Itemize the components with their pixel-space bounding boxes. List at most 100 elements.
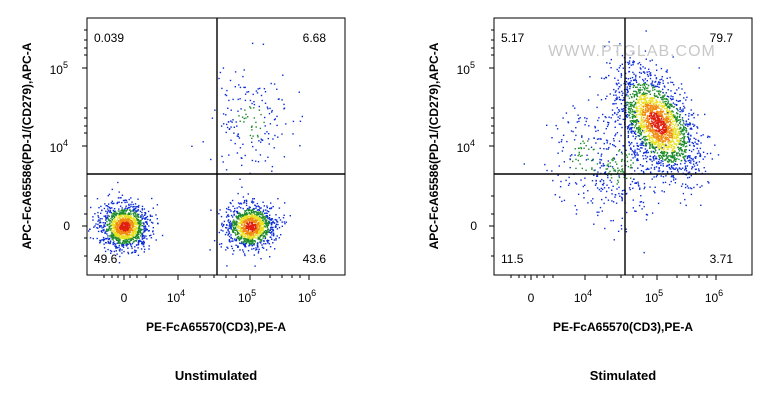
event-dot [244, 241, 246, 243]
event-dot [234, 71, 237, 73]
event-dot [653, 86, 655, 88]
event-dot [145, 227, 147, 230]
event-dot [210, 209, 212, 211]
event-dot [657, 147, 659, 149]
event-dot [132, 241, 134, 243]
event-dot [128, 230, 130, 232]
event-dot [244, 109, 246, 111]
event-dot [658, 154, 661, 157]
event-dot [97, 230, 100, 233]
event-dot [124, 233, 126, 235]
event-dot [137, 216, 139, 218]
event-dot [664, 104, 666, 107]
event-dot [269, 246, 272, 248]
event-dot [658, 158, 660, 161]
event-dot [666, 115, 668, 118]
event-dot [258, 237, 260, 239]
event-dot [608, 187, 610, 189]
event-dot [631, 76, 634, 79]
event-dot [137, 233, 139, 235]
event-dot [248, 242, 250, 244]
event-dot [117, 181, 119, 184]
event-dot [242, 218, 245, 220]
event-dot [678, 140, 681, 143]
event-dot [119, 216, 121, 218]
event-dot [617, 167, 619, 169]
event-dot [643, 124, 645, 126]
event-dot [655, 146, 658, 148]
event-dot [244, 233, 246, 235]
event-dot [653, 119, 655, 121]
event-dot [257, 237, 260, 239]
event-dot [235, 215, 238, 217]
event-dot [659, 101, 661, 104]
event-dot [141, 205, 144, 208]
event-dot [643, 172, 645, 174]
event-dot [676, 135, 678, 138]
event-dot [656, 125, 658, 127]
event-dot [654, 85, 656, 88]
event-dot [654, 123, 656, 125]
event-dot [658, 124, 660, 126]
event-dot [117, 197, 120, 199]
x-tick-label: 105 [238, 288, 256, 305]
event-dot [275, 214, 277, 216]
event-dot [143, 243, 145, 245]
event-dot [122, 222, 124, 224]
event-dot [244, 239, 246, 241]
event-dot [663, 133, 666, 135]
event-dot [582, 185, 584, 188]
event-dot [658, 81, 660, 83]
event-dot [139, 232, 141, 234]
event-dot [646, 129, 648, 131]
event-dot [674, 158, 677, 160]
event-dot [146, 238, 148, 240]
event-dot [670, 127, 672, 129]
event-dot [109, 222, 111, 224]
event-dot [631, 117, 634, 119]
event-dot [144, 212, 146, 214]
event-dot [628, 66, 631, 69]
event-dot [653, 137, 655, 139]
event-dot [657, 112, 659, 115]
event-dot [129, 230, 131, 232]
event-dot [665, 125, 667, 127]
event-dot [595, 182, 597, 185]
event-dot [625, 104, 627, 107]
event-dot [605, 168, 607, 170]
event-dot [673, 158, 676, 161]
event-dot [658, 90, 660, 92]
event-dot [636, 110, 638, 113]
event-dot [717, 154, 720, 156]
event-dot [651, 59, 653, 61]
event-dot [102, 226, 105, 228]
event-dot [708, 182, 710, 184]
event-dot [660, 122, 663, 124]
event-dot [591, 159, 594, 162]
event-dot [651, 134, 653, 137]
event-dot [634, 149, 636, 151]
event-dot [657, 126, 659, 129]
event-dot [654, 95, 656, 98]
event-dot [600, 187, 602, 190]
event-dot [209, 249, 211, 251]
event-dot [662, 111, 664, 113]
event-dot [250, 243, 252, 245]
event-dot [256, 234, 258, 236]
event-dot [229, 241, 231, 243]
event-dot [645, 125, 647, 127]
event-dot [673, 179, 675, 181]
event-dot [646, 125, 648, 127]
event-dot [256, 224, 259, 226]
event-dot [240, 229, 242, 232]
event-dot [108, 227, 110, 229]
event-dot [649, 126, 652, 128]
event-dot [113, 232, 116, 235]
event-dot [106, 220, 108, 223]
event-dot [109, 220, 112, 222]
event-dot [126, 207, 129, 210]
event-dot [250, 107, 252, 109]
event-dot [261, 216, 263, 219]
event-dot [625, 114, 628, 116]
event-dot [683, 139, 685, 141]
